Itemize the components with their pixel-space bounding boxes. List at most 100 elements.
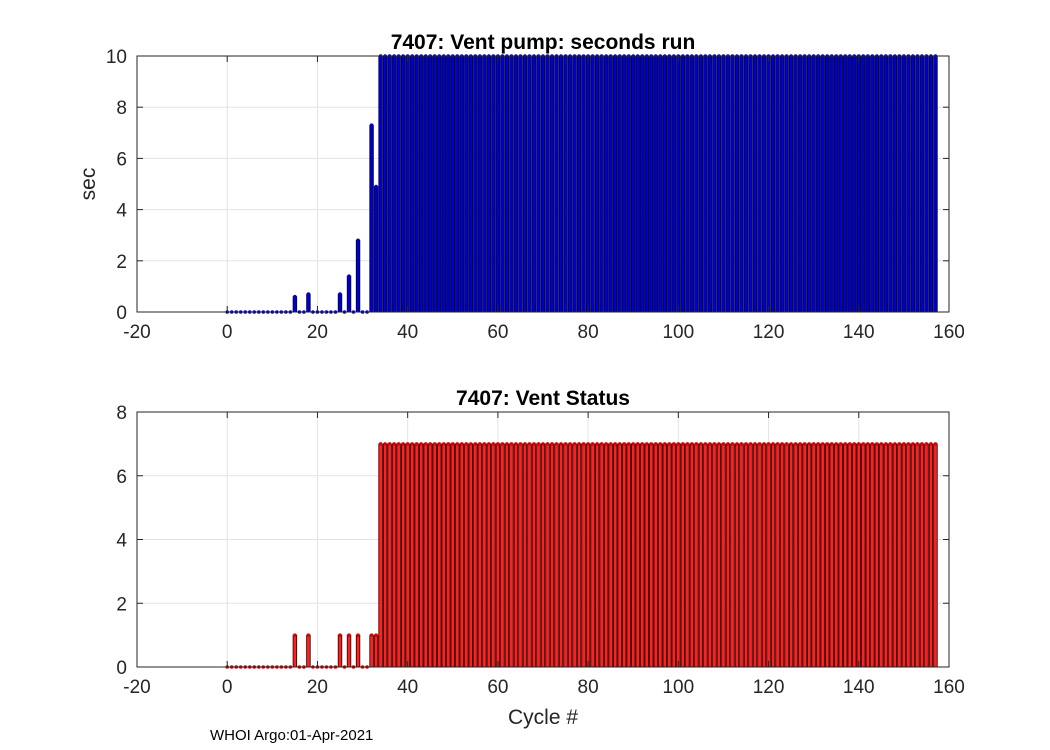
bar-top-marker (450, 442, 455, 446)
bar-top-marker (708, 442, 712, 446)
bar-top-marker (748, 442, 753, 446)
bar (640, 55, 645, 313)
bar-top-marker (933, 442, 938, 446)
bar (563, 55, 568, 313)
bar-top-marker (635, 442, 640, 446)
bar (721, 443, 726, 668)
bar (292, 634, 298, 668)
bar (892, 443, 898, 668)
bar-top-marker (455, 442, 460, 446)
bar (829, 443, 834, 668)
x-tick-label: 60 (487, 677, 508, 698)
bar-top-marker (550, 442, 554, 446)
bar (346, 634, 352, 668)
bar-top-marker (902, 442, 906, 446)
bar-top-marker (478, 442, 482, 446)
bar (400, 443, 406, 668)
bar (418, 443, 424, 668)
bar (685, 443, 690, 668)
bar (662, 443, 668, 668)
bar-top-marker (884, 442, 888, 446)
bar (428, 55, 433, 313)
bar (423, 443, 428, 668)
bar (761, 443, 767, 668)
bar (477, 55, 483, 313)
x-tick-label: 160 (933, 322, 965, 343)
bar-top-marker (604, 442, 608, 446)
bar (680, 55, 686, 313)
bar (658, 55, 663, 313)
bar (712, 55, 717, 313)
bar (820, 443, 825, 668)
bar-top-marker (599, 442, 604, 446)
bar-top-marker (798, 442, 802, 446)
bar (739, 443, 744, 668)
bar (522, 443, 528, 668)
bar-top-marker (509, 442, 514, 446)
bar (549, 443, 555, 668)
bar-top-marker (690, 442, 694, 446)
bar (500, 443, 505, 668)
bar (337, 634, 343, 668)
bar (355, 239, 361, 313)
bar (446, 443, 451, 668)
bar-top-marker (753, 442, 757, 446)
bar (626, 55, 631, 313)
bar-top-marker (802, 442, 807, 446)
bar-top-marker (532, 442, 536, 446)
y-tick-label: 2 (116, 594, 127, 615)
bar (671, 443, 677, 668)
x-tick-label: 80 (578, 677, 599, 698)
bar (500, 55, 505, 313)
bar (355, 634, 361, 668)
bar (540, 443, 546, 668)
bar-top-marker (392, 442, 396, 446)
bar (594, 443, 600, 668)
bar (888, 55, 893, 313)
chart-title: 7407: Vent pump: seconds run (391, 31, 696, 54)
bar-top-marker (789, 442, 793, 446)
bar-top-marker (784, 442, 789, 446)
bar-top-marker (374, 184, 378, 189)
bar (667, 443, 672, 668)
bar-top-marker (396, 442, 401, 446)
bar (594, 55, 600, 313)
bar (757, 443, 762, 668)
x-tick-label: 120 (753, 677, 785, 698)
bar (378, 443, 383, 668)
bar (513, 443, 519, 668)
bar (382, 443, 388, 668)
bar-top-marker (347, 274, 351, 278)
bar-top-marker (586, 442, 590, 446)
bar (545, 55, 550, 313)
x-tick-label: -20 (123, 322, 150, 343)
bar (536, 443, 541, 668)
bar (405, 55, 410, 313)
bar (766, 443, 771, 668)
bar (676, 55, 681, 313)
x-tick-label: 160 (933, 677, 965, 698)
bar (608, 443, 613, 668)
bar-top-marker (875, 442, 879, 446)
bar-top-marker (405, 442, 410, 446)
bar (757, 55, 762, 313)
bar-top-marker (414, 442, 419, 446)
bar-top-marker (378, 442, 383, 446)
bar (491, 443, 496, 668)
bar (599, 443, 604, 668)
bar (730, 443, 735, 668)
bar-top-marker (432, 442, 437, 446)
bar (843, 443, 848, 668)
x-tick-label: -20 (123, 677, 150, 698)
bar-top-marker (699, 442, 703, 446)
bar (450, 443, 455, 668)
bar (464, 55, 469, 313)
bar (928, 443, 934, 668)
bar (572, 443, 577, 668)
bar (486, 55, 492, 313)
bar (531, 55, 537, 313)
bar-top-marker (464, 442, 469, 446)
bar-top-marker (338, 292, 342, 296)
bar (612, 55, 618, 313)
